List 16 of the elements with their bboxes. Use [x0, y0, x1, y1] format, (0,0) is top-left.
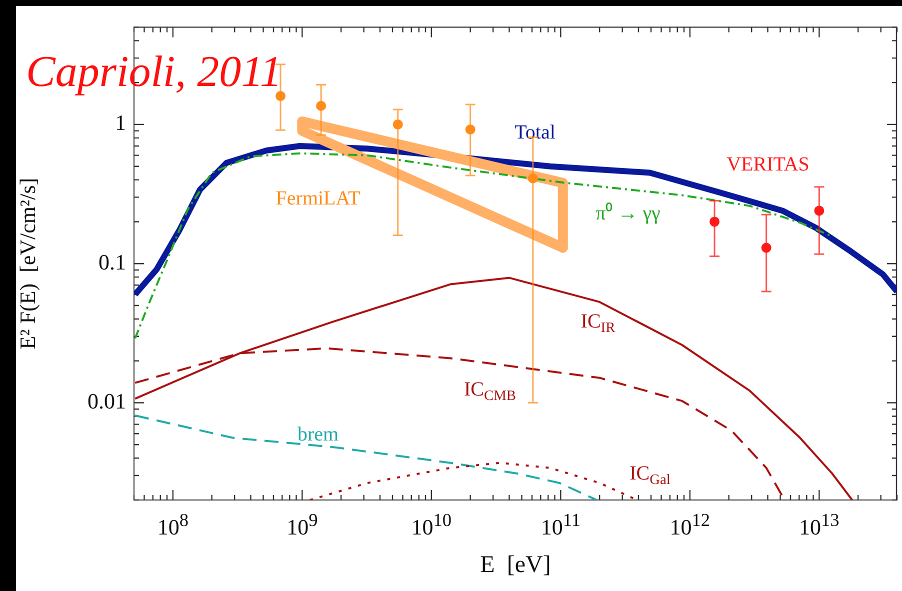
y-axis-title: E² F(E) [eV/cm²/s] [14, 178, 40, 350]
y-tick-label: 0.01 [88, 388, 126, 414]
x-tick-label: 10$^{10}$ [411, 510, 452, 541]
y-tick-label: 1 [115, 110, 126, 136]
series-label: brem [297, 423, 339, 446]
x-tick-label: 10$^{12}$ [670, 510, 710, 541]
x-axis-title: E [eV] [480, 552, 551, 578]
series-label: Total [514, 121, 556, 144]
x-tick-label: 10$^{13}$ [799, 510, 840, 541]
x-tick-label: 10$^{8}$ [157, 510, 188, 541]
x-tick-label: 10$^{11}$ [540, 510, 580, 541]
series-label: π⁰ → γγ [596, 201, 661, 224]
y-tick-label: 0.1 [98, 249, 126, 274]
text: FermiLAT [276, 187, 360, 210]
series-label: VERITAS [726, 153, 810, 176]
x-tick-label: 10$^{9}$ [286, 510, 318, 541]
